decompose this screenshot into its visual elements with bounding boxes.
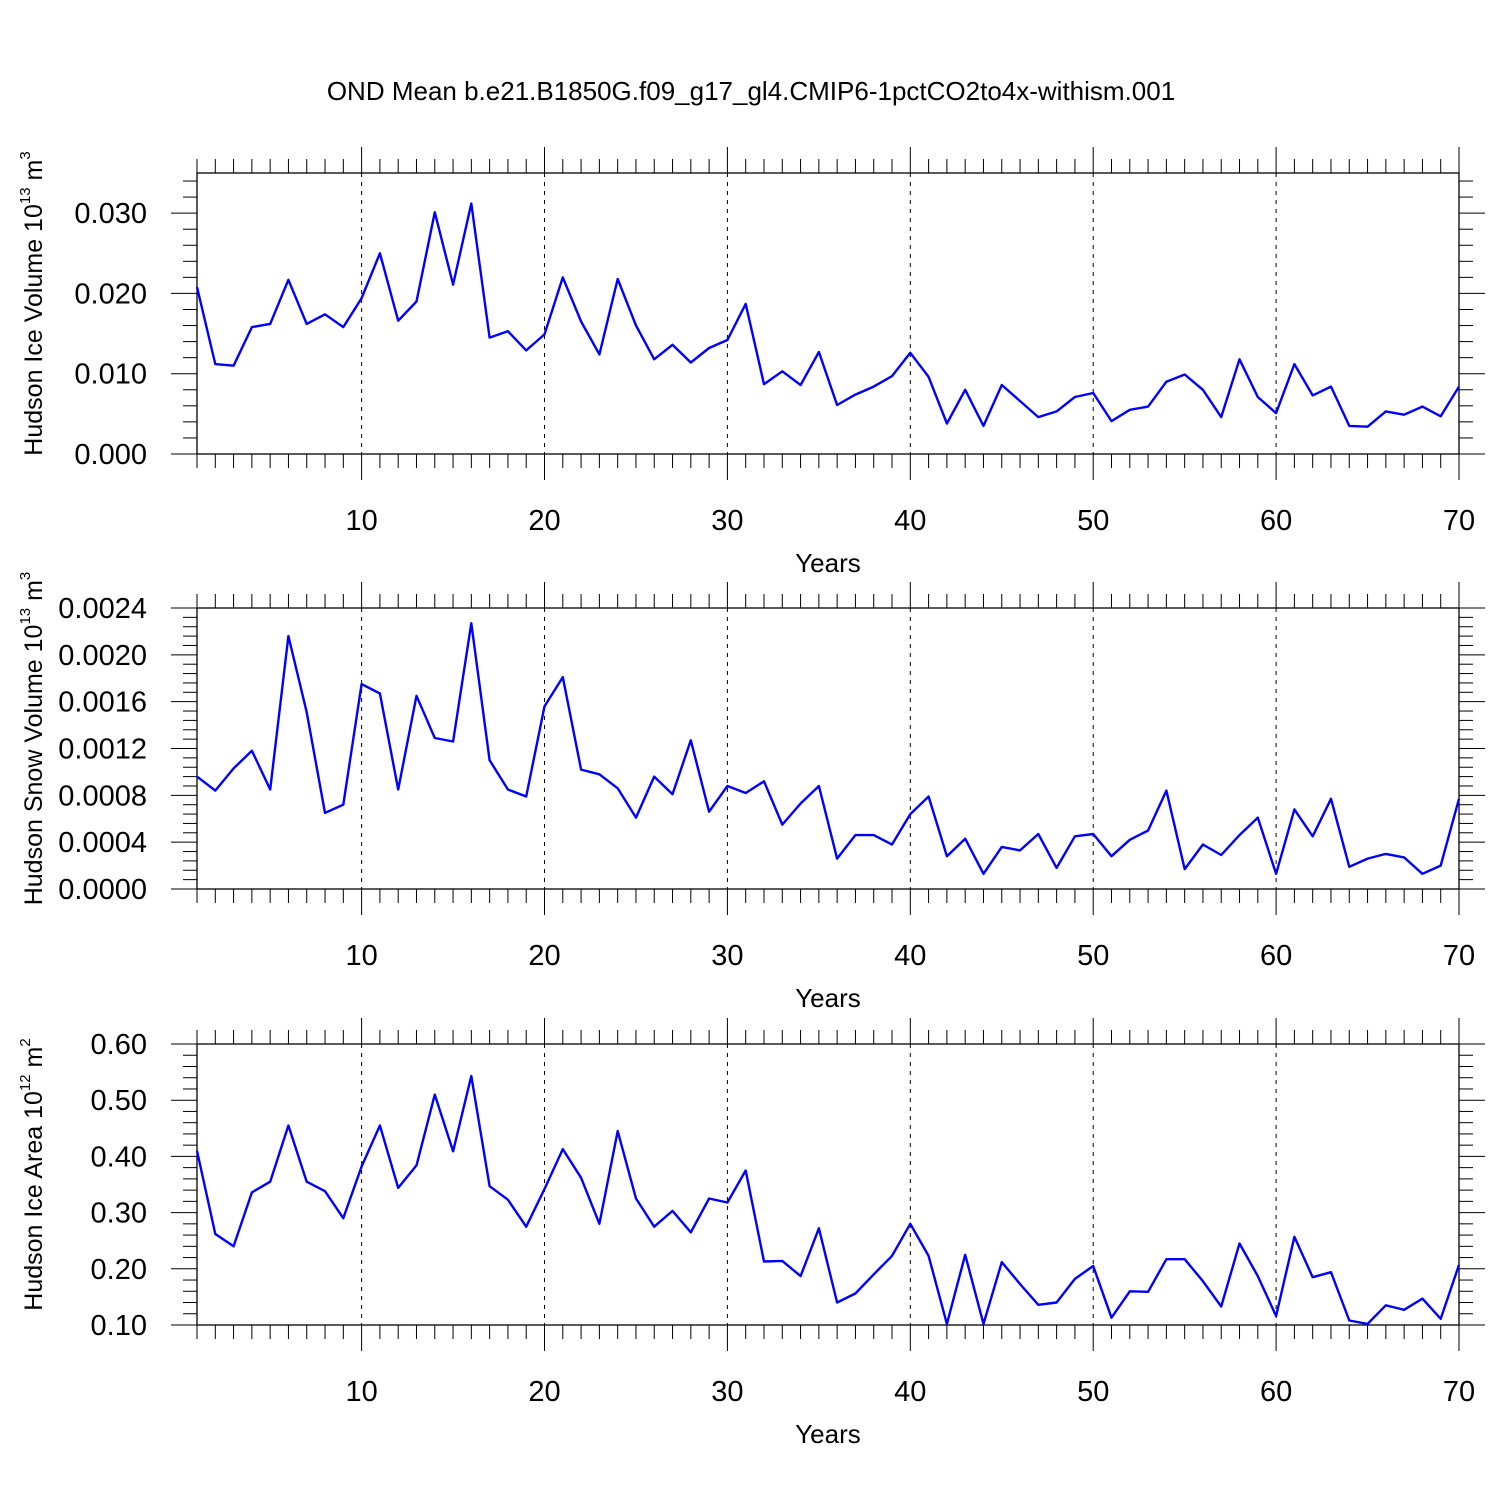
y-tick-label: 0.20 (91, 1254, 147, 1286)
y-tick-label: 0.50 (91, 1085, 147, 1117)
x-tick-label: 20 (528, 1376, 560, 1408)
series-line (195, 202, 1461, 428)
y-tick-label: 0.0004 (58, 827, 147, 859)
series-line (196, 622, 1461, 875)
y-tick-label: 0.030 (74, 198, 147, 230)
x-tick-label: 10 (345, 940, 377, 972)
plot-frame (196, 1043, 1460, 1326)
y-axis-title: Hudson Ice Volume 1013 m3 (17, 151, 48, 455)
y-tick-label: 0.0012 (58, 734, 147, 766)
y-tick-label: 0.0000 (58, 874, 147, 906)
panel-2: 0.0000 0.0004 0.0008 0.0012 0.0016 0.0020 0.00… (17, 572, 1485, 1013)
x-tick-label: 50 (1077, 940, 1109, 972)
x-tick-label: 70 (1443, 1376, 1475, 1408)
x-tick-label: 50 (1077, 505, 1109, 537)
x-tick-label: 10 (345, 1376, 377, 1408)
plot-frame (196, 607, 1460, 890)
x-tick-label: 40 (894, 1376, 926, 1408)
y-tick-label: 0.30 (91, 1198, 147, 1230)
y-tick-label: 0.0008 (58, 780, 147, 812)
x-tick-label: 20 (528, 505, 560, 537)
x-tick-label: 30 (711, 1376, 743, 1408)
x-tick-label: 70 (1443, 940, 1475, 972)
y-axis-title: Hudson Ice Area 1012 m2 (17, 1038, 48, 1310)
x-tick-label: 70 (1443, 505, 1475, 537)
y-tick-label: 0.60 (91, 1029, 147, 1061)
x-tick-label: 60 (1260, 940, 1292, 972)
x-axis-title: Years (795, 548, 861, 578)
y-tick-label: 0.010 (74, 359, 147, 391)
y-tick-label: 0.40 (91, 1141, 147, 1173)
plot-frame (196, 172, 1460, 455)
x-tick-label: 40 (894, 505, 926, 537)
x-axis-title: Years (795, 983, 861, 1013)
x-tick-label: 40 (894, 940, 926, 972)
x-tick-label: 10 (345, 505, 377, 537)
y-tick-label: 0.10 (91, 1310, 147, 1342)
panel-1: 0.000 0.010 0.020 0.030 10 20 30 40 50 60 70 Years H… (17, 147, 1485, 578)
x-tick-label: 20 (528, 940, 560, 972)
y-axis-title: Hudson Snow Volume 1013 m3 (17, 572, 48, 906)
x-tick-label: 50 (1077, 1376, 1109, 1408)
panels: 0.000 0.010 0.020 0.030 10 20 30 40 50 60 70 Years H… (17, 147, 1485, 1449)
y-tick-label: 0.0020 (58, 640, 147, 672)
x-tick-label: 60 (1260, 505, 1292, 537)
y-tick-label: 0.020 (74, 278, 147, 310)
x-tick-label: 30 (711, 505, 743, 537)
figure-title: OND Mean b.e21.B1850G.f09_g17_gl4.CMIP6-… (327, 76, 1175, 106)
x-axis-title: Years (795, 1419, 861, 1449)
y-tick-label: 0.0016 (58, 687, 147, 719)
x-tick-label: 30 (711, 940, 743, 972)
y-tick-label: 0.000 (74, 439, 147, 471)
series-line (195, 1074, 1461, 1326)
x-tick-label: 60 (1260, 1376, 1292, 1408)
y-tick-label: 0.0024 (58, 593, 147, 625)
panel-3: 0.10 0.20 0.30 0.40 0.50 0.60 10 20 30 40 50 60 70 Ye… (17, 1018, 1485, 1449)
